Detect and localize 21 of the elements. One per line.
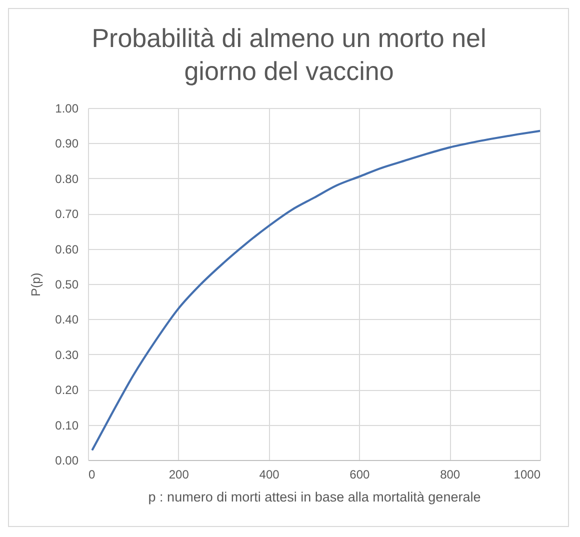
y-tick-label: 0.60 xyxy=(55,242,79,256)
y-tick-label: 0.00 xyxy=(55,454,79,468)
y-tick-label: 0.20 xyxy=(55,383,79,398)
y-tick-label: 0.30 xyxy=(55,348,79,362)
x-tick-label: 800 xyxy=(440,468,460,482)
y-tick-label: 0.90 xyxy=(55,136,79,151)
x-axis-title: p : numero di morti attesi in base alla mortalità generale xyxy=(148,490,481,504)
x-tick-label: 1000 xyxy=(514,468,541,482)
y-tick-label: 0.50 xyxy=(55,278,79,292)
line-series xyxy=(91,130,540,450)
x-tick-label: 600 xyxy=(350,468,370,482)
x-tick-label: 400 xyxy=(259,468,280,482)
chart-title: Probabilità di almeno un morto nel giorno del vaccino xyxy=(92,23,486,86)
y-tick-label: 0.70 xyxy=(55,207,79,222)
y-tick-label: 0.10 xyxy=(55,418,79,432)
y-tick-label: 0.40 xyxy=(55,312,79,327)
y-axis-title: P(p) xyxy=(29,272,44,296)
y-tick-label: 0.80 xyxy=(55,172,79,186)
x-tick-label: 0 xyxy=(88,468,96,482)
x-tick-label: 200 xyxy=(168,468,190,482)
y-tick-label: 1.00 xyxy=(55,102,79,116)
